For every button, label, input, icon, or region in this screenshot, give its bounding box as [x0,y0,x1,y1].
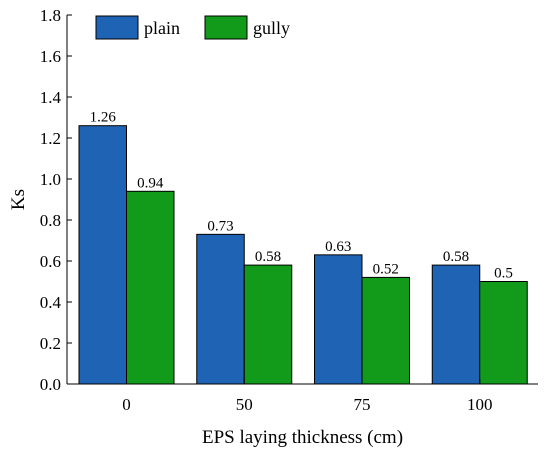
legend: plain gully [95,15,290,40]
y-tick-label: 0.2 [40,334,61,353]
x-tick-label: 100 [467,395,493,414]
bar-gully-0 [126,190,175,385]
axes [66,15,538,385]
bar-gully-100 [479,281,528,385]
x-tick-label: 0 [122,395,131,414]
y-tick-label: 0.8 [40,211,61,230]
bar-plain-75 [314,254,363,385]
data-label-plain-75: 0.63 [325,239,351,255]
y-tick-label: 1.8 [40,6,61,25]
y-axis-ticks: 0.0 0.2 0.4 0.6 0.8 1.0 1.2 1.4 1.6 1.8 [40,6,72,394]
bar-plain-0 [78,125,127,385]
data-label-plain-50: 0.73 [207,218,233,234]
bar-plain-100 [431,264,481,385]
data-label-gully-75: 0.52 [373,261,399,277]
bar-gully-75 [361,276,410,385]
legend-label-gully: gully [253,18,290,38]
data-label-plain-100: 0.58 [443,249,469,265]
data-label-gully-100: 0.5 [494,266,513,282]
legend-label-plain: plain [144,18,180,38]
y-tick-label: 1.2 [40,129,61,148]
y-tick-label: 0.0 [40,375,61,394]
data-labels-layer: 1.26 0.94 0.73 0.58 0.63 0.52 0.58 0.5 [90,110,513,282]
legend-swatch-gully [204,15,248,40]
y-tick-label: 0.6 [40,252,61,271]
bar-plain-50 [196,233,245,385]
legend-swatch-plain [95,15,139,40]
x-axis-title: EPS laying thickness (cm) [202,427,403,448]
data-label-gully-0: 0.94 [137,175,164,191]
data-label-gully-50: 0.58 [255,249,281,265]
y-tick-label: 1.6 [40,47,61,66]
y-tick-label: 1.0 [40,170,61,189]
bar-gully-50 [243,264,293,385]
x-tick-label: 50 [236,395,253,414]
bars-layer [78,125,528,385]
y-tick-label: 0.4 [40,293,62,312]
data-label-plain-0: 1.26 [90,110,117,126]
x-axis-ticks: 0 50 75 100 [122,379,493,414]
x-tick-label: 75 [354,395,371,414]
y-axis-title: Ks [8,189,29,210]
y-tick-label: 1.4 [40,88,62,107]
